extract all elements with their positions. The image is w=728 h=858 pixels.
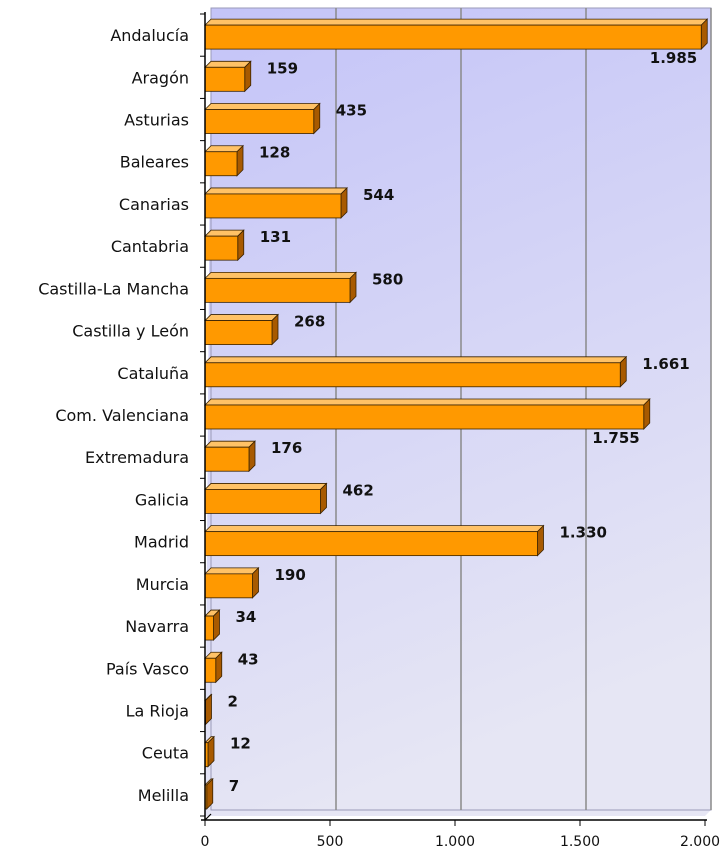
data-label: 7: [229, 777, 239, 795]
bar-front-face: [204, 404, 645, 430]
data-label: 128: [259, 144, 290, 162]
bar-top-face: [204, 356, 628, 364]
bar-front-face: [204, 657, 217, 683]
bar-front-face: [204, 615, 214, 641]
bar-front-face: [204, 66, 246, 92]
bar: [204, 566, 260, 599]
bar: [204, 60, 252, 93]
bar: [204, 440, 256, 473]
data-label: 131: [260, 228, 291, 246]
category-label: Com. Valenciana: [55, 406, 189, 425]
bar-front-face: [204, 362, 621, 388]
category-label: Canarias: [119, 195, 189, 214]
data-label: 2: [228, 692, 238, 710]
bar-front-face: [204, 193, 342, 219]
bar-front-face: [204, 277, 351, 303]
data-label: 462: [343, 481, 374, 499]
bar-front-face: [204, 531, 538, 557]
bar-top-face: [204, 145, 244, 153]
bar-top-face: [204, 314, 279, 321]
category-label: Aragón: [132, 68, 189, 87]
data-label: 190: [275, 566, 306, 584]
data-label: 12: [230, 735, 251, 753]
category-label: Melilla: [138, 786, 189, 805]
bar-top-face: [204, 525, 545, 533]
bar-top-face: [204, 567, 260, 575]
bar: [204, 18, 709, 51]
category-label: Madrid: [134, 533, 189, 552]
bar: [204, 524, 545, 557]
axis-depth-edge: [204, 813, 212, 821]
data-label: 1.330: [560, 524, 607, 542]
bar-front-face: [204, 24, 702, 50]
bar-top-face: [204, 440, 256, 448]
bars: [204, 18, 709, 810]
bar: [204, 229, 245, 262]
bar: [204, 735, 215, 768]
category-label: La Rioja: [126, 701, 189, 720]
bar: [204, 271, 357, 304]
data-label: 176: [271, 439, 302, 457]
data-label: 435: [336, 102, 367, 120]
bar: [204, 482, 328, 515]
bar: [204, 398, 651, 430]
bar: [204, 313, 279, 346]
data-label: 1.755: [592, 429, 639, 447]
bar: [204, 144, 244, 177]
category-label: Ceuta: [142, 744, 189, 763]
bar-top-face: [204, 271, 357, 279]
bar-top-face: [204, 60, 252, 68]
bar: [204, 777, 214, 810]
bar-front-face: [204, 446, 250, 472]
category-label: Andalucía: [110, 26, 189, 45]
bar: [204, 102, 321, 135]
bar-top-face: [204, 103, 321, 110]
data-label: 1.985: [650, 49, 697, 67]
category-label: Asturias: [124, 111, 189, 130]
data-label: 1.661: [642, 355, 689, 373]
category-label: Galicia: [135, 490, 189, 509]
category-label: Cataluña: [117, 364, 189, 383]
category-label: País Vasco: [106, 659, 189, 678]
bar: [204, 693, 213, 726]
bar: [204, 355, 628, 388]
bar: [204, 186, 348, 219]
axes: [200, 12, 707, 826]
bar-front-face: [204, 235, 239, 261]
category-label: Navarra: [125, 617, 189, 636]
bar-front-face: [204, 573, 253, 599]
data-label: 544: [363, 186, 394, 204]
data-label: 580: [372, 270, 403, 288]
bar-top-face: [204, 18, 709, 26]
bar: [204, 651, 223, 684]
x-tick-label: 2.000: [680, 834, 720, 850]
x-tick-label: 500: [317, 834, 344, 850]
bar-front-face: [204, 109, 315, 134]
data-label: 268: [294, 313, 325, 331]
data-label: 43: [238, 650, 259, 668]
data-label: 34: [236, 608, 257, 626]
category-label: Castilla y León: [72, 322, 189, 341]
category-label: Castilla-La Mancha: [38, 279, 189, 298]
category-label: Baleares: [120, 153, 189, 172]
x-tick-label: 1.000: [435, 834, 475, 850]
bar-front-face: [204, 489, 321, 514]
bar-top-face: [204, 229, 245, 237]
bar-front-face: [204, 320, 273, 345]
labels: Andalucía 1.985 Aragón 159 Asturias 435 Balear…: [38, 26, 720, 850]
category-label: Extremadura: [85, 448, 189, 467]
bar-top-face: [204, 187, 348, 195]
x-tick-label: 0: [201, 834, 210, 850]
bar-top-face: [204, 398, 651, 406]
bar-top-face: [204, 483, 328, 490]
data-label: 159: [267, 59, 298, 77]
bar-front-face: [204, 151, 238, 177]
category-label: Murcia: [136, 575, 189, 594]
x-tick-label: 1.500: [560, 834, 600, 850]
bar: [204, 609, 221, 642]
category-label: Cantabria: [111, 237, 189, 256]
